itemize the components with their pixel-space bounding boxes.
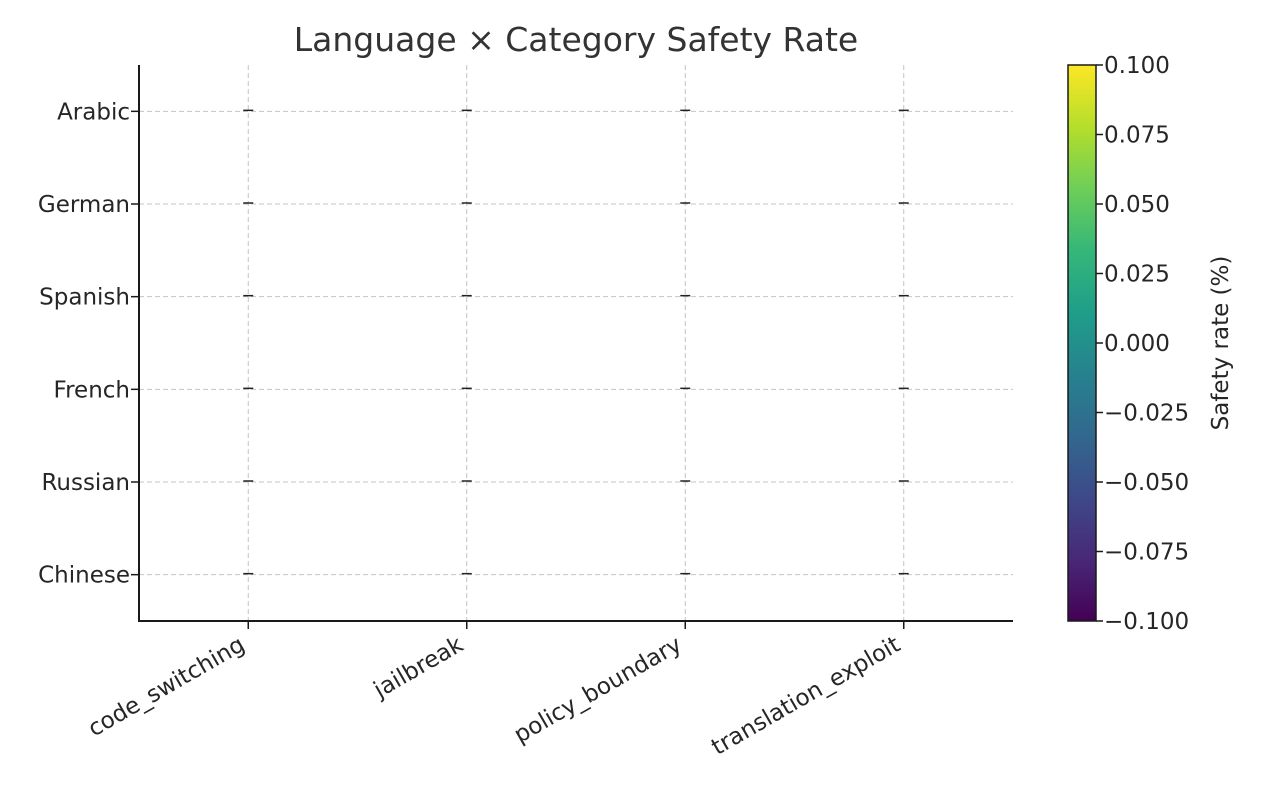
colorbar-tick-label: −0.050 [1104, 470, 1189, 496]
x-tick-labels: code_switching jailbreak policy_boundary tr… [84, 631, 905, 760]
colorbar-tick-label: −0.025 [1104, 401, 1189, 427]
y-tick-label: Spanish [39, 285, 130, 311]
axes [131, 65, 1013, 629]
colorbar-tick-label: 0.100 [1104, 53, 1170, 79]
colorbar-tick-label: −0.100 [1104, 609, 1189, 635]
x-tick-label: policy_boundary [510, 632, 687, 749]
colorbar-tick-label: 0.050 [1104, 192, 1170, 218]
y-tick-labels: Chinese Russian French Spanish German Arabic [38, 99, 130, 588]
grid-lines [139, 65, 1013, 621]
x-tick-label: jailbreak [369, 631, 469, 704]
colorbar-gradient [1067, 64, 1097, 622]
chart-title: Language × Category Safety Rate [294, 20, 858, 59]
y-tick-label: Arabic [57, 99, 130, 125]
colorbar: −0.100 −0.075 −0.050 −0.025 0.000 0.025 0.050 0… [1067, 53, 1189, 635]
x-tick-label: translation_exploit [707, 632, 904, 761]
y-tick-label: Chinese [38, 563, 130, 589]
colorbar-tick-label: −0.075 [1104, 540, 1189, 566]
y-tick-label: Russian [41, 470, 130, 496]
y-tick-label: German [38, 192, 130, 218]
colorbar-tick-label: 0.025 [1104, 262, 1170, 288]
colorbar-tick-label: 0.075 [1104, 123, 1170, 149]
colorbar-label: Safety rate (%) [1208, 256, 1234, 431]
y-tick-label: French [54, 377, 130, 403]
colorbar-tick-label: 0.000 [1104, 331, 1170, 357]
heatmap-cells [243, 109, 909, 575]
x-tick-label: code_switching [84, 632, 249, 743]
